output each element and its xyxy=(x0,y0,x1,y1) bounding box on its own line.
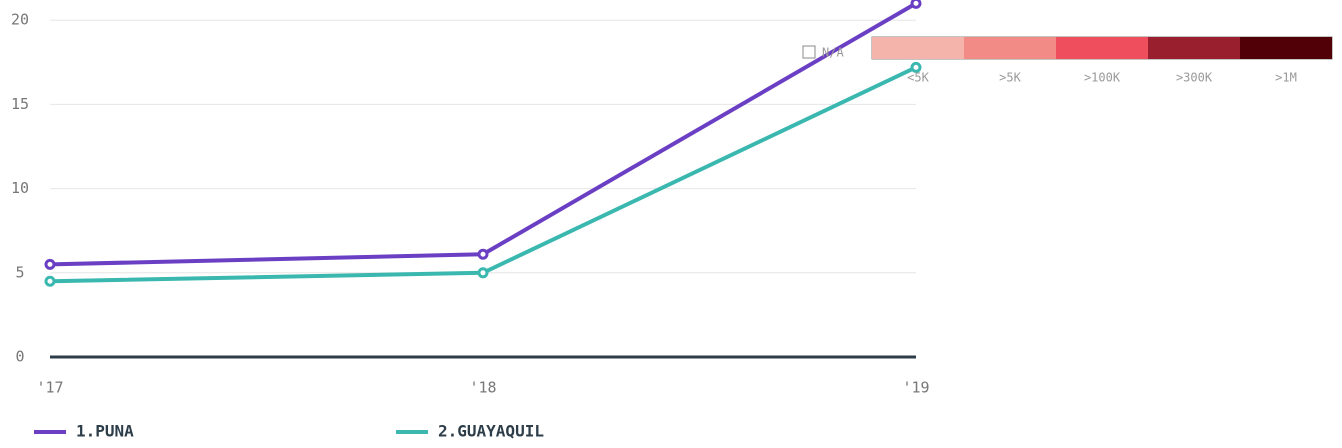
y-tick-label: 20 xyxy=(11,11,29,29)
y-tick-label: 0 xyxy=(15,348,24,366)
legend-label: 2.GUAYAQUIL xyxy=(438,422,544,441)
scale-bin xyxy=(872,37,964,59)
x-tick-label: '19 xyxy=(902,379,929,397)
na-swatch xyxy=(802,45,816,59)
scale-bin xyxy=(1148,37,1240,59)
data-point xyxy=(910,0,922,9)
scale-bin xyxy=(1056,37,1148,59)
scale-bin xyxy=(964,37,1056,59)
x-tick-label: '17 xyxy=(36,379,63,397)
scale-label: >1M xyxy=(1275,71,1297,85)
legend-label: 1.PUNA xyxy=(76,422,134,441)
scale-label: >100K xyxy=(1084,71,1121,85)
y-tick-label: 15 xyxy=(11,95,29,113)
data-point xyxy=(477,248,489,260)
x-tick-label: '18 xyxy=(469,379,496,397)
data-point xyxy=(477,267,489,279)
y-tick-label: 10 xyxy=(11,179,29,197)
scale-label: <5K xyxy=(907,71,929,85)
data-point xyxy=(44,258,56,270)
data-point xyxy=(44,275,56,287)
scale-label: >5K xyxy=(999,71,1021,85)
scale-bin xyxy=(1240,37,1332,59)
data-point xyxy=(910,61,922,73)
na-label: N/A xyxy=(822,46,844,60)
y-tick-label: 5 xyxy=(15,263,24,281)
scale-label: >300K xyxy=(1176,71,1213,85)
series-line xyxy=(49,1,918,267)
